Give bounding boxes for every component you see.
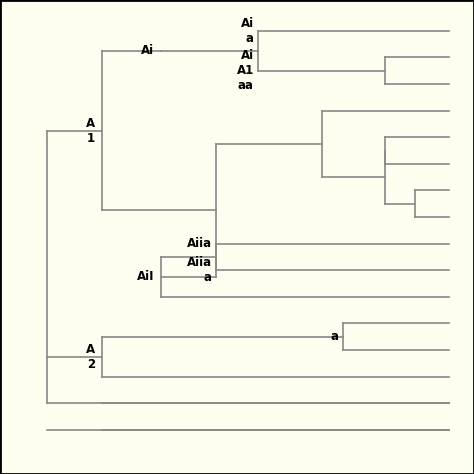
Text: A
2: A 2: [86, 343, 95, 371]
Text: Ai
A1
aa: Ai A1 aa: [237, 49, 254, 92]
Text: Aiia: Aiia: [186, 237, 211, 250]
Text: AiI: AiI: [137, 270, 155, 283]
Text: Ai
a: Ai a: [241, 17, 254, 45]
Text: A
1: A 1: [86, 117, 95, 145]
Text: Aiia
a: Aiia a: [186, 256, 211, 284]
Text: Ai: Ai: [141, 44, 155, 57]
Text: a: a: [330, 330, 338, 343]
